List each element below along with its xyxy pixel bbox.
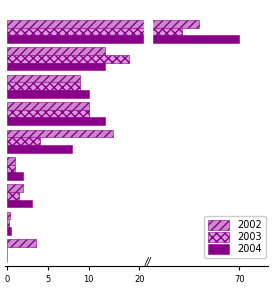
Bar [7, 35, 239, 43]
Text: //: // [144, 257, 151, 267]
Bar [7, 48, 105, 55]
Bar [7, 172, 23, 180]
Bar [7, 145, 72, 153]
Bar [7, 200, 32, 207]
Legend: 2002, 2003, 2004: 2002, 2003, 2004 [204, 216, 265, 258]
Bar [7, 219, 9, 227]
Bar [7, 90, 89, 98]
Bar [7, 192, 19, 200]
Bar [7, 110, 89, 118]
Bar [7, 157, 15, 164]
Bar [7, 75, 81, 82]
Bar [7, 227, 11, 235]
Bar [7, 102, 89, 110]
Bar [7, 20, 199, 28]
Bar [7, 137, 40, 145]
Bar [7, 212, 10, 219]
Bar [7, 28, 182, 35]
Bar [7, 55, 129, 63]
Bar [7, 118, 105, 125]
Bar [7, 164, 15, 172]
Bar [144, 4, 152, 266]
Bar [7, 239, 36, 247]
Bar [7, 184, 23, 192]
Bar [7, 82, 81, 90]
Bar [7, 63, 105, 70]
Bar [7, 130, 113, 137]
